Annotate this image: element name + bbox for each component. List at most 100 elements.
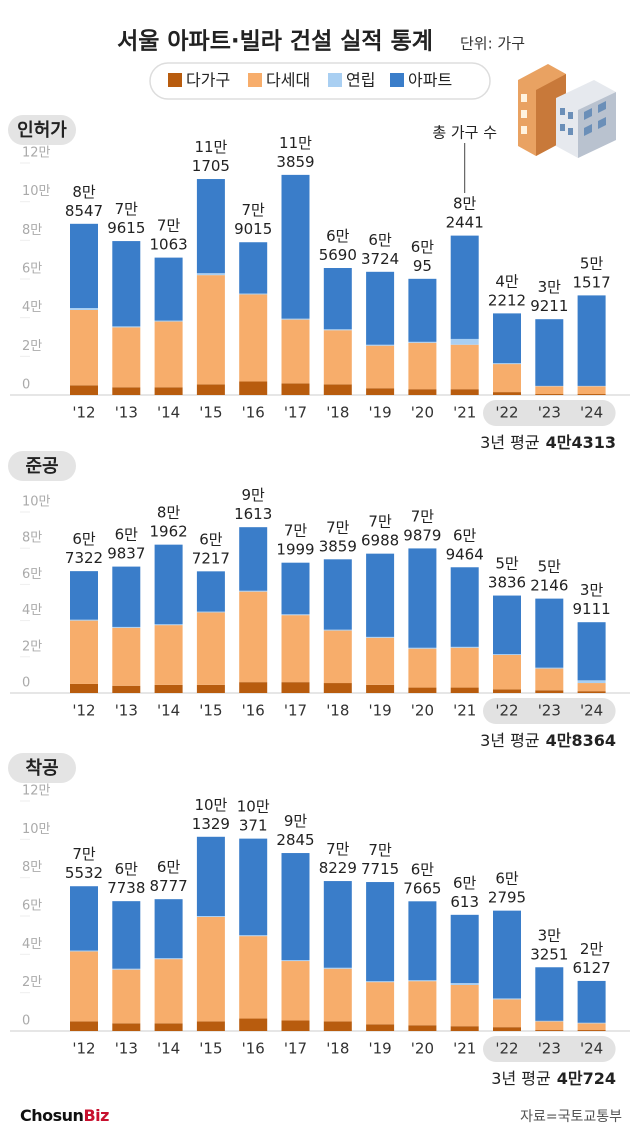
legend-label: 연립 (346, 71, 375, 90)
bar-segment (493, 910, 521, 999)
total-label-part: 5만 (495, 554, 519, 572)
bar-segment (154, 387, 183, 395)
bar-segment (366, 388, 395, 395)
bar-segment (154, 899, 183, 959)
total-label-part: 8만 (453, 194, 477, 212)
bar-segment (535, 1021, 564, 1031)
total-label-part: 10만 (194, 795, 227, 813)
total-label-part: 3859 (276, 152, 314, 170)
total-label-part: 1999 (276, 540, 314, 558)
total-label: 8만 1962 (150, 503, 188, 540)
bar-segment (281, 961, 310, 1021)
bar-segment (112, 968, 141, 970)
total-label-part: 5만 (538, 557, 562, 575)
total-label-part: 11만 (194, 138, 227, 156)
bar-segment (196, 571, 225, 612)
total-label-part: 95 (413, 256, 432, 274)
y-tick-label: 2만 (22, 339, 42, 354)
bar-segment (239, 1018, 268, 1031)
legend-label: 아파트 (408, 71, 452, 90)
y-tick-label: 6만 (22, 262, 42, 277)
bar-segment (450, 687, 479, 693)
logo: ChosunBiz (20, 1106, 109, 1125)
total-label-part: 9879 (403, 526, 441, 544)
bar-segment (154, 544, 183, 625)
total-label-part: 1705 (192, 157, 230, 175)
bar-segment (577, 386, 606, 395)
bar-segment (450, 646, 479, 648)
y-tick-label: 12만 (22, 146, 51, 161)
total-label-part: 6만 (411, 237, 435, 255)
highlight-pill (483, 400, 616, 426)
annotation: 총 가구 수 (432, 124, 497, 142)
total-label-part: 3859 (319, 537, 357, 555)
total-label-part: 1517 (573, 273, 611, 291)
total-label-part: 4만 (495, 272, 519, 290)
x-tick-label: '20 (411, 404, 434, 422)
bar-segment (239, 590, 268, 592)
x-tick-label: '15 (199, 702, 222, 720)
bar-segment (281, 614, 310, 616)
total-label-part: 11만 (279, 133, 312, 151)
bar-segment (196, 1021, 225, 1031)
total-label-part: 10만 (237, 797, 270, 815)
total-label: 7만 3859 (319, 518, 357, 555)
bar-segment (577, 683, 606, 692)
x-tick-label: '14 (157, 702, 180, 720)
total-label: 6만 95 (411, 237, 435, 274)
bar-segment (70, 950, 98, 952)
average-value: 4만4313 (546, 433, 616, 452)
total-label: 6만 8777 (150, 858, 188, 895)
bar-segment (281, 853, 310, 961)
total-label-part: 1063 (150, 235, 188, 253)
bar-segment (577, 691, 606, 693)
x-tick-label: '12 (72, 1040, 95, 1058)
bar-segment (112, 327, 141, 388)
average: 3년 평균 4만8364 (480, 731, 616, 750)
bar-segment (450, 389, 479, 395)
bar-segment (196, 179, 225, 274)
bar-segment (577, 1023, 606, 1031)
total-label-part: 9만 (242, 486, 266, 504)
y-tick-label: 8만 (22, 860, 42, 875)
bar-segment (112, 241, 141, 327)
bar-segment (239, 293, 268, 295)
x-tick-label: '16 (242, 404, 265, 422)
bar-segment (196, 612, 225, 685)
total-label: 7만 9615 (107, 200, 145, 237)
bar-segment (239, 381, 268, 395)
bar-segment (112, 1023, 141, 1031)
section-title: 착공 (25, 758, 58, 779)
bar-segment (577, 680, 606, 684)
total-label: 6만 7217 (192, 530, 230, 567)
bar-segment (493, 689, 521, 693)
bar-segment (70, 620, 98, 684)
x-tick-label: '20 (411, 1040, 434, 1058)
bar-segment (196, 684, 225, 693)
total-label-part: 6만 (72, 530, 96, 548)
bar-segment (154, 257, 183, 321)
legend: 다가구 다세대 연립 아파트 (168, 71, 452, 90)
bar-segment (70, 619, 98, 621)
bar-segment (577, 980, 606, 1023)
bar-segment (408, 687, 437, 693)
bar-segment (112, 566, 141, 627)
total-label-part: 9211 (530, 297, 568, 315)
bar-segment (323, 1021, 352, 1031)
bar-segment (535, 386, 564, 395)
legend-label: 다가구 (186, 71, 230, 90)
bar-segment (196, 273, 225, 276)
total-label: 6만 9464 (446, 526, 484, 563)
y-tick-label: 4만 (22, 937, 42, 952)
total-label: 7만 9015 (234, 201, 272, 238)
bar-segment (493, 654, 521, 655)
total-label-part: 1613 (234, 505, 272, 523)
y-tick-label: 4만 (22, 300, 42, 315)
bar-segment (366, 553, 395, 637)
bar-segment (239, 591, 268, 683)
bar-segment (112, 387, 141, 395)
bar-segment (450, 567, 479, 647)
bar-segment (281, 174, 310, 319)
total-label: 3만 9111 (573, 581, 611, 618)
